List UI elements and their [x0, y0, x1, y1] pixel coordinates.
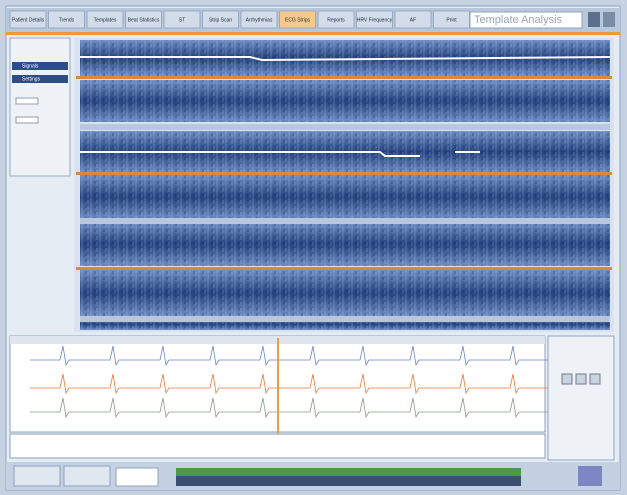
tab-label: Patient Details [12, 17, 45, 23]
timeline-bar[interactable] [176, 468, 521, 476]
tab-label: ST [179, 17, 185, 23]
tab[interactable] [202, 10, 239, 29]
tab[interactable] [394, 10, 432, 29]
channel-label-bar [80, 124, 610, 130]
ecg-trace [30, 345, 580, 367]
tab[interactable] [86, 10, 124, 29]
channel-divider [76, 267, 612, 270]
band-texture [80, 80, 610, 122]
section-header[interactable] [12, 75, 68, 83]
signal-line [80, 151, 480, 157]
input-box[interactable] [15, 97, 39, 105]
tab-label: HRV Frequency [357, 17, 393, 23]
tab-bar: Patient Details Trends Templates Beat Stati… [9, 10, 470, 29]
nav-buttons[interactable] [13, 465, 61, 487]
tab[interactable] [279, 10, 316, 29]
right-panel [547, 335, 615, 461]
tab-label: Arrhythmias [246, 17, 273, 23]
save-icon[interactable] [588, 12, 600, 27]
tab-label: Reports [327, 17, 345, 23]
band-texture [80, 175, 610, 219]
ecg-trace [30, 373, 580, 395]
tab-label: Strip Scan [209, 17, 232, 23]
input-box[interactable] [15, 116, 39, 124]
channel-divider [76, 172, 612, 175]
tab-label: Trends [59, 17, 75, 23]
ecg-trace [30, 397, 580, 419]
tab[interactable] [9, 10, 47, 29]
section-label: Settings [22, 76, 41, 82]
tab[interactable] [356, 10, 393, 29]
section-label: Signals [22, 63, 39, 69]
tab-label: Beat Statistics [128, 17, 160, 23]
left-panel [9, 37, 71, 177]
section-header[interactable] [12, 62, 68, 70]
channel-label-bar [80, 316, 610, 322]
tool-button[interactable] [561, 373, 573, 385]
tab[interactable] [48, 10, 85, 29]
tab[interactable] [240, 10, 278, 29]
tab-label: ECG Strips [285, 17, 311, 23]
mode-label: Template Analysis [474, 14, 563, 26]
tool-button[interactable] [575, 373, 587, 385]
timeline-scale [176, 476, 521, 486]
orange-divider [6, 32, 620, 35]
zoom-select[interactable] [115, 467, 159, 487]
rhythm-strip [9, 433, 546, 459]
tab-label: Templates [94, 17, 117, 23]
tab-label: Print [446, 17, 457, 23]
tool-button[interactable] [589, 373, 601, 385]
tab[interactable] [163, 10, 201, 29]
spectrogram [76, 40, 612, 330]
channel-label-bar [80, 218, 610, 224]
band-texture [80, 222, 610, 266]
mode-dropdown[interactable] [469, 11, 583, 29]
tab-label: AF [410, 17, 416, 23]
settings-icon[interactable] [603, 12, 615, 27]
signal-line [80, 56, 611, 62]
channel-divider [76, 76, 612, 79]
nav-buttons[interactable] [63, 465, 111, 487]
tab[interactable] [317, 10, 355, 29]
band-texture [80, 270, 610, 316]
logo [578, 466, 602, 486]
tab[interactable] [125, 10, 162, 29]
